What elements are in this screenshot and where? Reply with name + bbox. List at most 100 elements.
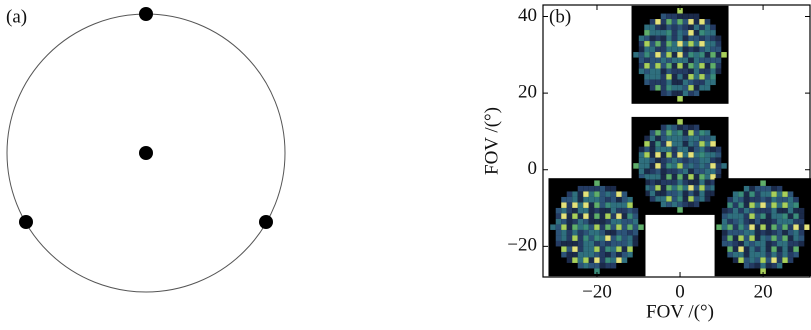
psf-cell	[699, 141, 705, 147]
psf-cell	[661, 147, 667, 153]
psf-cell	[650, 180, 656, 186]
psf-cell	[782, 191, 788, 197]
psf-cell	[672, 30, 678, 36]
psf-cell	[766, 202, 772, 208]
psf-cell	[655, 80, 661, 86]
psf-cell	[683, 130, 689, 136]
psf-cell	[594, 241, 600, 247]
psf-cell	[561, 246, 567, 252]
psf-cell	[600, 230, 606, 236]
psf-cell	[733, 191, 739, 197]
psf-cell	[716, 52, 722, 58]
psf-cell	[777, 208, 783, 214]
psf-cell	[661, 74, 667, 80]
psf-cell	[616, 224, 622, 230]
psf-cell	[650, 163, 656, 169]
psf-cell	[655, 30, 661, 36]
psf-cell	[666, 19, 672, 25]
psf-cell	[677, 41, 683, 47]
psf-cell	[688, 163, 694, 169]
psf-cell	[594, 230, 600, 236]
psf-cell	[578, 219, 584, 225]
psf-cell	[766, 197, 772, 203]
psf-cell	[583, 263, 589, 269]
psf-cell	[622, 213, 628, 219]
psf-cell	[738, 191, 744, 197]
psf-cell	[583, 213, 589, 219]
psf-cell	[661, 14, 667, 20]
psf-cell	[694, 163, 700, 169]
psf-cell	[556, 235, 562, 241]
psf-cell	[688, 180, 694, 186]
psf-cell	[578, 191, 584, 197]
psf-cell	[633, 219, 639, 225]
psf-cell	[749, 208, 755, 214]
psf-cell	[589, 263, 595, 269]
psf-cell	[655, 185, 661, 191]
psf-cell	[799, 241, 805, 247]
panel-label: (b)	[549, 6, 571, 27]
psf-cell	[616, 208, 622, 214]
panel-label: (a)	[6, 6, 27, 27]
psf-cell	[727, 224, 733, 230]
psf-cell	[650, 52, 656, 58]
psf-cell	[600, 246, 606, 252]
psf-cell	[694, 191, 700, 197]
psf-cell	[755, 208, 761, 214]
psf-cell	[567, 235, 573, 241]
psf-cell	[782, 202, 788, 208]
psf-cell	[633, 224, 639, 230]
psf-cell	[738, 224, 744, 230]
psf-cell	[710, 69, 716, 75]
psf-cell	[766, 208, 772, 214]
psf-cell	[771, 241, 777, 247]
psf-cell	[755, 191, 761, 197]
psf-cell	[672, 196, 678, 202]
psf-cell	[556, 230, 562, 236]
psf-cell	[688, 191, 694, 197]
y-axis-label: FOV /(°)	[481, 107, 502, 175]
psf-tile	[632, 6, 729, 104]
psf-cell	[677, 25, 683, 31]
psf-cell	[550, 224, 556, 230]
psf-cell	[760, 224, 766, 230]
psf-cell	[650, 130, 656, 136]
psf-cell	[716, 58, 722, 64]
psf-cell	[567, 219, 573, 225]
psf-cell	[716, 169, 722, 175]
psf-cell	[744, 208, 750, 214]
psf-cell	[666, 14, 672, 20]
psf-cell	[760, 213, 766, 219]
psf-cell	[804, 224, 810, 230]
psf-cell	[733, 213, 739, 219]
psf-cell	[639, 47, 645, 53]
psf-cell	[677, 147, 683, 153]
psf-cell	[677, 119, 683, 125]
psf-cell	[705, 147, 711, 153]
psf-cell	[688, 91, 694, 97]
psf-cell	[683, 63, 689, 69]
psf-cell	[799, 230, 805, 236]
psf-cell	[683, 58, 689, 64]
psf-cell	[672, 141, 678, 147]
psf-cell	[777, 202, 783, 208]
psf-cell	[688, 196, 694, 202]
psf-cell	[600, 219, 606, 225]
psf-cell	[600, 213, 606, 219]
psf-cell	[622, 219, 628, 225]
psf-cell	[639, 169, 645, 175]
psf-cell	[755, 213, 761, 219]
psf-cell	[733, 202, 739, 208]
psf-cell	[677, 19, 683, 25]
psf-cell	[639, 69, 645, 75]
psf-cell	[683, 152, 689, 158]
psf-cell	[650, 152, 656, 158]
psf-cell	[666, 174, 672, 180]
psf-cell	[688, 36, 694, 42]
psf-cell	[727, 197, 733, 203]
psf-cell	[661, 25, 667, 31]
psf-cell	[627, 202, 633, 208]
psf-cell	[694, 80, 700, 86]
psf-cell	[594, 202, 600, 208]
psf-cell	[672, 47, 678, 53]
